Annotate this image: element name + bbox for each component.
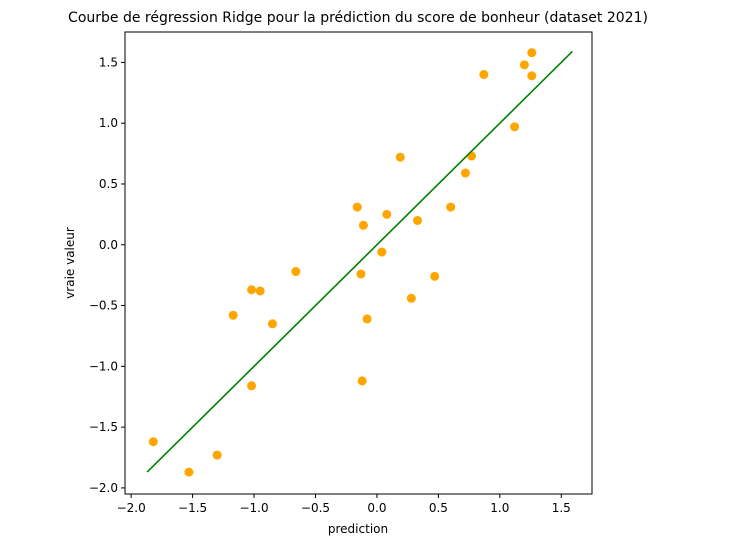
scatter-point-6 (247, 381, 257, 391)
y-tick-label: −1.5 (89, 420, 118, 434)
scatter-point-10 (358, 220, 368, 230)
plot-layer (146, 48, 573, 477)
x-tick-label: −1.0 (239, 501, 268, 515)
scatter-point-25 (519, 60, 529, 70)
scatter-point-7 (267, 319, 277, 329)
scatter-point-17 (406, 293, 416, 303)
y-tick-label: −1.0 (89, 359, 118, 373)
scatter-point-9 (352, 202, 362, 212)
y-tick-label: 1.0 (99, 116, 118, 130)
scatter-point-5 (255, 286, 265, 296)
x-tick-label: 1.0 (490, 501, 509, 515)
y-tick-label: 0.0 (99, 238, 118, 252)
chart-title: Courbe de régression Ridge pour la prédi… (68, 10, 648, 26)
scatter-point-12 (357, 376, 367, 386)
plot-frame (124, 31, 593, 495)
scatter-point-4 (247, 285, 257, 295)
x-tick-label: 1.5 (552, 501, 571, 515)
y-tick-label: 0.5 (99, 177, 118, 191)
y-tick-label: −2.0 (89, 481, 118, 495)
y-tick-label: 1.5 (99, 55, 118, 69)
scatter-point-0 (148, 437, 158, 447)
y-tick-label: −0.5 (89, 299, 118, 313)
x-tick-label: −2.0 (117, 501, 146, 515)
scatter-point-27 (527, 71, 537, 81)
y-axis: −2.0 −1.5 −1.0 −0.5 0.0 0.5 1.0 1.5 (89, 55, 125, 495)
scatter-point-15 (382, 209, 392, 219)
scatter-point-8 (291, 267, 301, 277)
x-axis-label: prediction (328, 522, 388, 536)
scatter-point-24 (510, 122, 520, 132)
regression-line (146, 50, 573, 473)
scatter-point-11 (356, 269, 366, 279)
scatter-point-16 (395, 152, 405, 162)
scatter-point-2 (212, 450, 222, 460)
scatter-point-21 (460, 168, 470, 178)
x-tick-label: 0.0 (367, 501, 386, 515)
scatter-point-3 (228, 310, 238, 320)
x-axis: −2.0 −1.5 −1.0 −0.5 0.0 0.5 1.0 1.5 (117, 494, 571, 515)
scatter-point-18 (412, 215, 422, 225)
scatter-point-20 (446, 202, 456, 212)
scatter-point-13 (362, 314, 372, 324)
scatter-point-22 (467, 151, 477, 161)
scatter-point-23 (479, 70, 489, 80)
scatter-point-1 (184, 467, 194, 477)
y-axis-label: vraie valeur (63, 227, 77, 299)
x-tick-label: −0.5 (301, 501, 330, 515)
x-tick-label: −1.5 (178, 501, 207, 515)
scatter-point-14 (377, 247, 387, 257)
x-tick-label: 0.5 (429, 501, 448, 515)
scatter-point-26 (527, 48, 537, 58)
scatter-point-19 (430, 271, 440, 281)
